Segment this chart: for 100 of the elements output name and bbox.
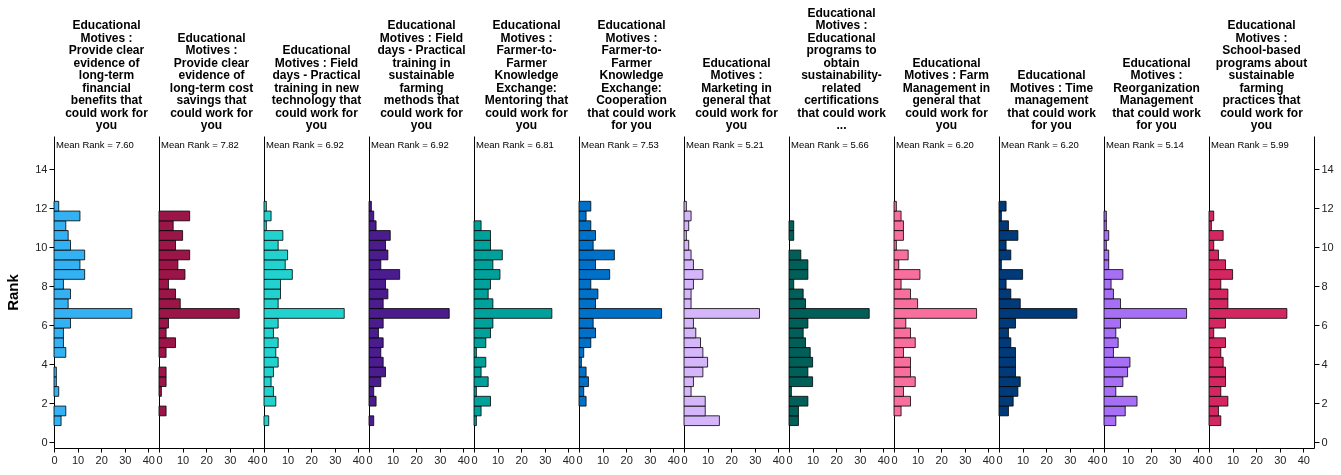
y-tick-label: 12 [1321, 201, 1334, 214]
x-tick-label: 0 [1206, 453, 1213, 466]
chart-title: Educational Motives : Educational programs to obtain sustainability- related certifications that could work ... [797, 5, 886, 132]
x-tick-label: 30 [1064, 453, 1077, 466]
annotation: Mean Rank = 5.99 [1211, 139, 1289, 150]
annotation: Mean Rank = 5.14 [1106, 139, 1184, 150]
y-tick-label: 8 [1321, 279, 1328, 292]
y-tick-label: 2 [1321, 396, 1328, 409]
y-tick-label: 2 [41, 396, 48, 409]
x-tick-label: 20 [200, 453, 213, 466]
x-tick-label: 30 [434, 453, 447, 466]
chart-title: Educational Motives : Marketing in general that could work for you [695, 55, 779, 132]
x-tick-label: 10 [176, 453, 190, 466]
x-tick-label: 10 [71, 453, 85, 466]
y-tick-label: 6 [1321, 318, 1328, 331]
x-tick-label: 10 [596, 453, 610, 466]
y-tick-label: 10 [1321, 240, 1334, 253]
x-tick-label: 40 [877, 453, 891, 466]
x-tick-label: 20 [305, 453, 318, 466]
x-tick-label: 0 [156, 453, 163, 466]
chart-title: Educational Motives : Farmer-to- Farmer Knowledge Exchange: Mentoring that could work for you [484, 18, 569, 132]
chart-title: Educational Motives : Provide clear evidence of long-term cost savings that could work for you [169, 30, 254, 132]
annotation: Mean Rank = 5.66 [791, 139, 869, 150]
chart-title: Educational Motives : Reorganization Management that could work for you [1112, 55, 1202, 132]
x-tick-label: 40 [982, 453, 996, 466]
chart-title: Educational Motives : Field days - Practical training in new technology that could work for you [271, 43, 362, 132]
x-tick-label: 0 [51, 453, 58, 466]
x-tick-label: 30 [644, 453, 657, 466]
annotation: Mean Rank = 7.60 [56, 139, 134, 150]
y-tick-label: 4 [1321, 357, 1328, 370]
x-tick-label: 20 [1040, 453, 1053, 466]
x-tick-label: 0 [1101, 453, 1108, 466]
x-tick-label: 20 [95, 453, 108, 466]
x-tick-label: 40 [352, 453, 366, 466]
x-tick-label: 0 [366, 453, 373, 466]
x-tick-label: 30 [224, 453, 237, 466]
x-tick-label: 0 [891, 453, 898, 466]
x-tick-label: 10 [281, 453, 295, 466]
x-tick-label: 20 [725, 453, 738, 466]
annotation: Mean Rank = 6.20 [1001, 139, 1079, 150]
x-tick-label: 10 [806, 453, 820, 466]
x-tick-label: 30 [1274, 453, 1287, 466]
x-tick-label: 40 [1087, 453, 1101, 466]
x-tick-label: 40 [142, 453, 156, 466]
x-tick-label: 0 [471, 453, 478, 466]
y-tick-label: 6 [41, 318, 48, 331]
annotation: Mean Rank = 6.92 [266, 139, 344, 150]
x-tick-label: 20 [410, 453, 423, 466]
x-tick-label: 40 [667, 453, 681, 466]
x-tick-label: 40 [772, 453, 786, 466]
y-tick-label: 14 [1321, 162, 1334, 175]
y-tick-label: 4 [41, 357, 48, 370]
x-tick-label: 30 [1169, 453, 1182, 466]
y-tick-label: 12 [35, 201, 48, 214]
x-tick-label: 30 [854, 453, 867, 466]
x-tick-label: 10 [491, 453, 505, 466]
annotation: Mean Rank = 7.82 [161, 139, 239, 150]
x-tick-label: 30 [959, 453, 972, 466]
annotation: Mean Rank = 6.20 [896, 139, 974, 150]
x-tick-label: 10 [386, 453, 400, 466]
x-tick-label: 0 [996, 453, 1003, 466]
x-tick-label: 30 [749, 453, 762, 466]
y-axis-title: Rank [4, 273, 22, 311]
annotation: Mean Rank = 5.21 [686, 139, 764, 150]
x-tick-label: 0 [261, 453, 268, 466]
x-tick-label: 10 [1016, 453, 1030, 466]
x-tick-label: 20 [830, 453, 843, 466]
x-tick-label: 20 [515, 453, 528, 466]
y-tick-label: 0 [41, 435, 48, 448]
annotation: Mean Rank = 7.53 [581, 139, 659, 150]
chart-title: Educational Motives : Time management that could work for you [1007, 68, 1097, 132]
x-tick-label: 20 [620, 453, 633, 466]
x-tick-label: 20 [1250, 453, 1263, 466]
y-tick-label: 8 [41, 279, 48, 292]
annotation: Mean Rank = 6.92 [371, 139, 449, 150]
y-tick-label: 10 [35, 240, 48, 253]
x-tick-label: 30 [119, 453, 132, 466]
y-tick-label: 14 [35, 162, 48, 175]
x-tick-label: 40 [1192, 453, 1206, 466]
chart-title: Educational Motives : Farmer-to- Farmer Knowledge Exchange: Cooperation that could work for you [587, 18, 676, 132]
x-tick-label: 20 [1145, 453, 1158, 466]
x-tick-label: 40 [562, 453, 576, 466]
x-tick-label: 10 [911, 453, 925, 466]
x-tick-label: 20 [935, 453, 948, 466]
x-tick-label: 40 [1297, 453, 1311, 466]
chart-title: Educational Motives : School-based programs about sustainable farming practices that could work for you [1215, 18, 1308, 132]
x-tick-label: 10 [1226, 453, 1240, 466]
x-tick-label: 40 [457, 453, 471, 466]
chart-title: Educational Motives : Farm Management in general that could work for you [902, 55, 991, 132]
x-tick-label: 10 [1121, 453, 1135, 466]
x-tick-label: 30 [329, 453, 342, 466]
x-tick-label: 10 [701, 453, 715, 466]
chart-title: Educational Motives : Provide clear evidence of long-term financial benefits that could work for you [65, 18, 148, 132]
x-tick-label: 0 [576, 453, 583, 466]
annotation: Mean Rank = 6.81 [476, 139, 554, 150]
x-tick-label: 40 [247, 453, 261, 466]
x-tick-label: 0 [681, 453, 688, 466]
x-tick-label: 30 [539, 453, 552, 466]
y-tick-label: 0 [1321, 435, 1328, 448]
x-tick-label: 0 [786, 453, 793, 466]
